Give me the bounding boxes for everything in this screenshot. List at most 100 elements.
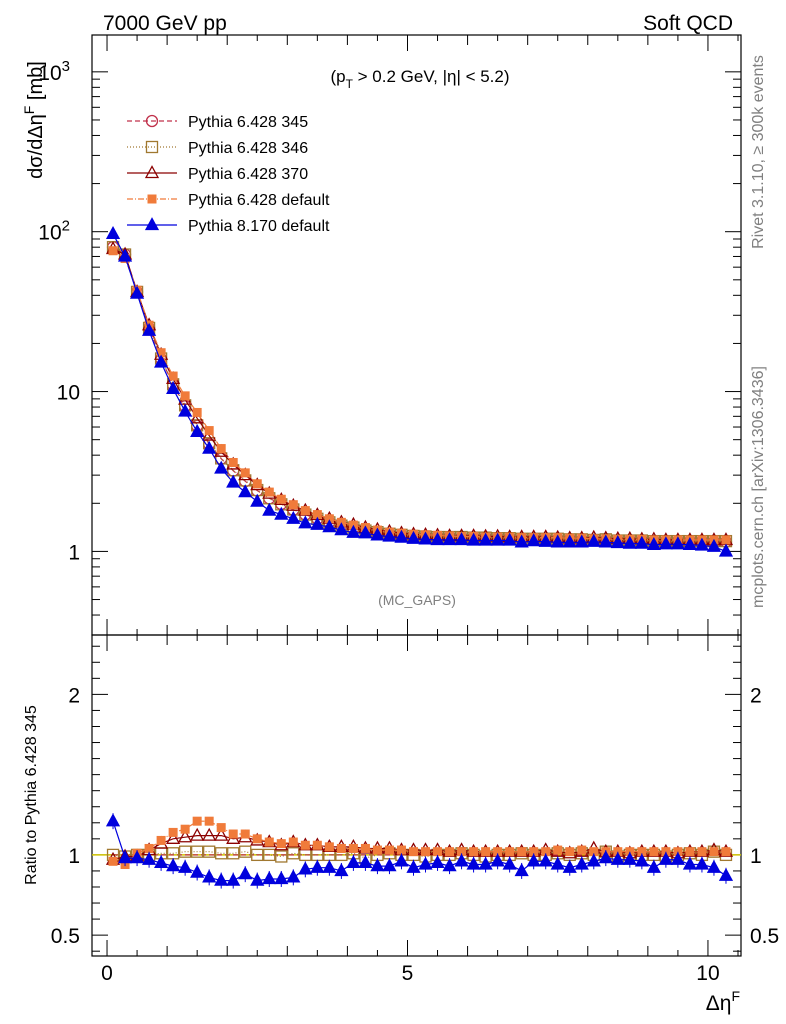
ratio-series-line-2 [112,834,727,861]
main-series-4-point [334,522,349,536]
ratio-series-3-point [300,840,310,850]
ratio-series-1-point [215,847,228,860]
main-series-4-point [478,532,493,546]
ratio-series-4-point [370,858,385,872]
main-series-4-point [166,380,181,394]
legend: Pythia 6.428 345 Pythia 6.428 346 Pythia 6… [127,114,330,235]
ratio-series-4-point [646,859,661,873]
ratio-series-4-point [658,851,673,865]
ratio-series-4-point [166,858,181,872]
ratio-series-4-point [622,851,637,865]
ratio-y-tick-label-left: 0.5 [51,925,80,948]
ratio-series-4-point [322,859,337,873]
main-series-4-point [646,536,661,550]
ratio-series-3-point [565,847,575,857]
ratio-y-tick-label-right: 2 [750,684,762,707]
mcplots-label: mcplots.cern.ch [arXiv:1306.3436] [750,366,767,608]
ratio-series-3-point [445,847,455,857]
ratio-series-3-point [348,843,358,853]
ratio-series-3-point [637,847,647,857]
main-series-3-point [324,514,334,524]
main-series-4-point [129,285,145,299]
ratio-series-4-point [598,850,613,864]
ratio-series-4-point [418,856,433,870]
main-series-line-0 [112,246,726,543]
ratio-panel: 0.5 0.5 1 1 2 2 0 5 10 Ratio to Pythia 6.428 345… [23,634,779,1015]
main-ylabel-sup: F [21,106,37,115]
legend-marker [144,165,160,179]
ratio-series-3-point [228,829,238,839]
main-series-4-point [214,460,229,474]
ratio-y-tick-label-right: 1 [750,845,762,868]
ratio-y-tick-label-right: 0.5 [750,925,779,948]
legend-marker [144,217,160,231]
main-series-3-point [180,391,190,401]
legend-entry-label: Pythia 6.428 370 [188,166,308,183]
main-series-4-point [562,534,577,548]
main-series-line-3 [112,250,726,541]
ratio-series-4-point [718,867,734,881]
ratio-series-3-point [108,856,118,866]
legend-marker [147,194,157,204]
ratio-series-4-point [274,871,289,885]
ratio-series-3-point [252,834,262,844]
main-series-4-point [105,225,121,239]
main-series-4-point [526,533,541,547]
ratio-series-3-point [168,827,178,837]
ratio-series-3-point [517,847,527,857]
main-series-3-point [192,407,202,417]
main-series-4-point [262,502,277,516]
ratio-y-tick-label-left: 1 [68,845,80,868]
main-series-4-point [322,519,337,533]
ratio-x-tick-label: 10 [696,962,719,985]
ratio-series-line-3 [112,820,726,866]
ratio-series-4-point [141,851,157,865]
main-series-line-1 [112,246,726,542]
main-ylabel-base: dσ/dΔη [25,114,47,179]
ratio-series-4-point [214,872,229,886]
ratio-series-4-point [466,856,481,870]
ratio-series-3-point [384,845,394,855]
ratio-series-3-point [661,847,671,857]
main-ylabel: dσ/dΔηF [mb] [21,61,47,179]
ratio-series-3-point [408,847,418,857]
ratio-xlabel-base: Δη [706,992,732,1015]
main-y-tick-label-sup: 3 [62,58,70,75]
ratio-series-4-point [238,866,253,880]
main-series-4-point [382,528,397,542]
cut-annotation: (pT > 0.2 GeV, |η| < 5.2) [330,67,509,91]
ratio-series-3-point [673,847,683,857]
ratio-series-4-point [430,855,445,869]
ratio-series-3-point [649,847,659,857]
ratio-series-3-point [336,843,346,853]
ratio-series-3-point [529,847,539,857]
legend-entry-label: Pythia 6.428 345 [188,114,308,131]
ratio-series-4-point [442,858,457,872]
ratio-series-1-point [287,847,300,860]
main-series-3-point [300,506,310,516]
header-left: 7000 GeV pp [103,12,227,35]
main-series-4-point [550,534,565,548]
ratio-series-4-point [202,869,217,883]
main-series-4-point [538,533,553,547]
main-series-3-point [108,246,118,256]
main-series-4-point [718,543,734,557]
ratio-series-1-point [178,845,192,858]
main-series-3-point [252,479,262,489]
main-series-3-point [288,500,298,510]
main-series-4-point [406,530,421,544]
main-y-tick-label: 103 [38,58,70,85]
ratio-series-4-point [382,858,397,872]
main-series-4-point [706,538,722,552]
ratio-series-2-point [214,827,229,841]
main-series-4-point [634,535,649,549]
main-ylabel-tail: [mb] [25,61,47,105]
ratio-series-2-point [190,827,205,841]
main-series-4-point [154,354,169,368]
ratio-y-tick-label-left: 2 [68,684,80,707]
main-series-3-point [156,348,166,358]
ratio-series-4-point [706,859,722,873]
main-y-tick-label-base: 10 [38,222,61,245]
